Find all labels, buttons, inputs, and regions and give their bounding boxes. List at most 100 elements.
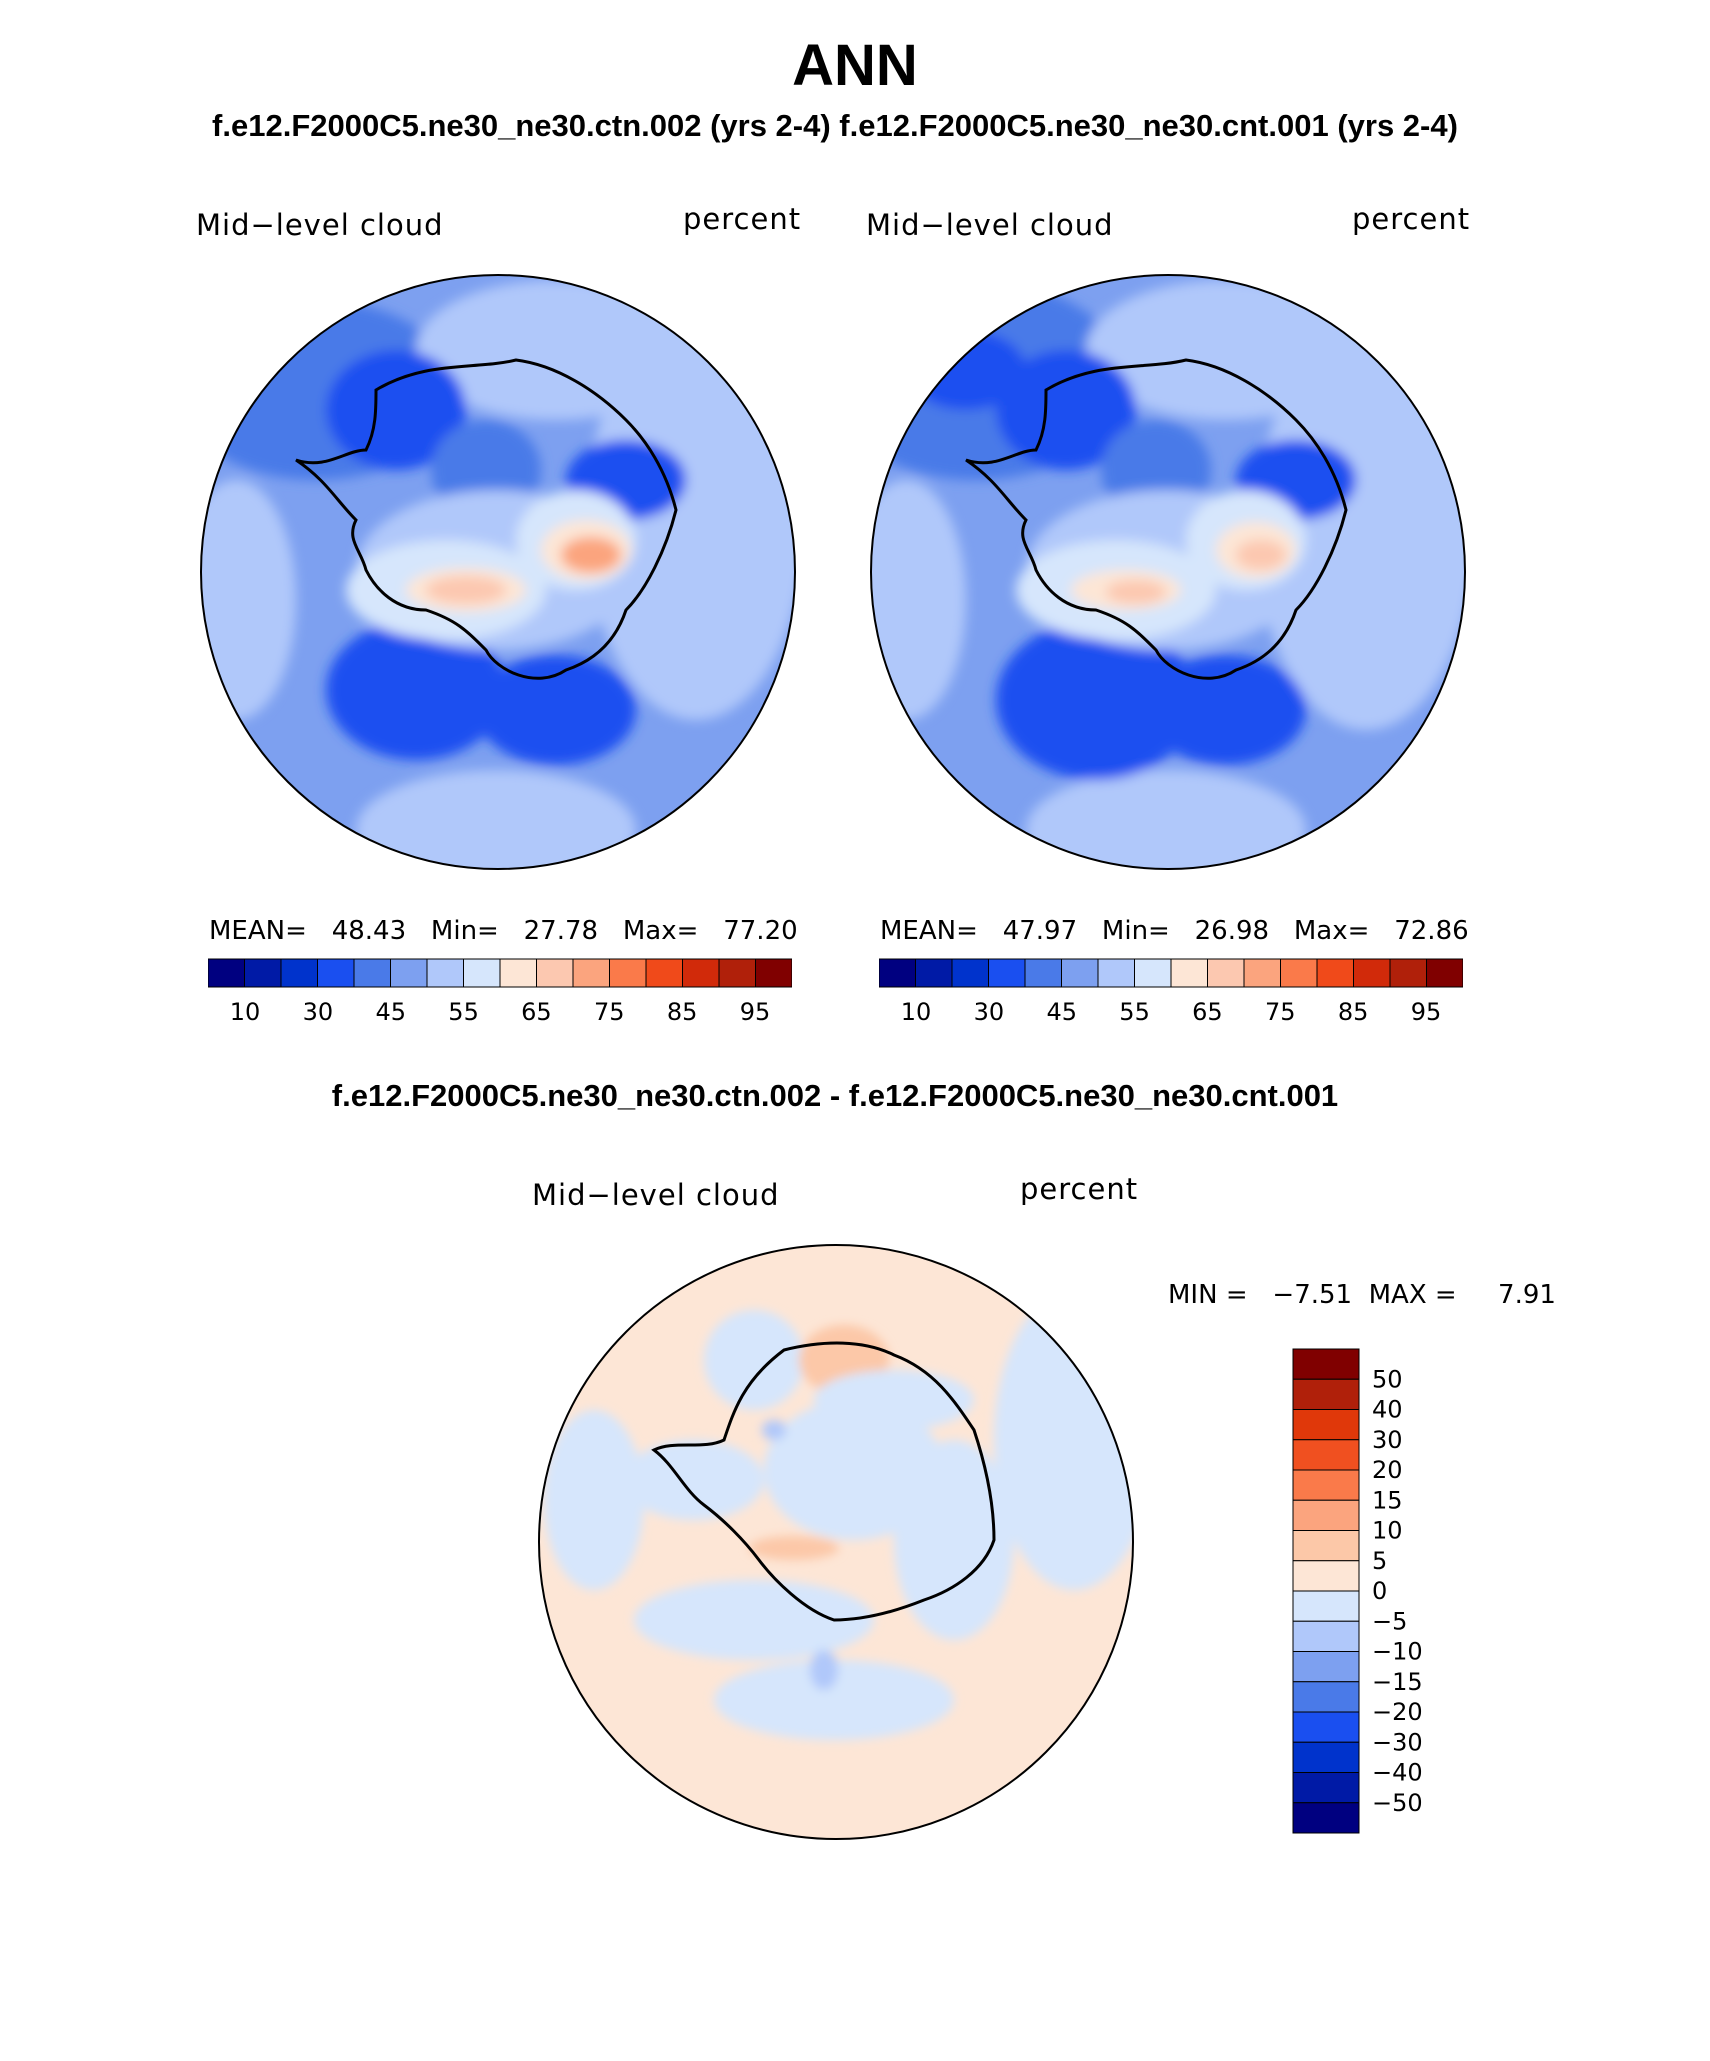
panel2-stats: MEAN= 47.97 Min= 26.98 Max= 72.86: [880, 916, 1469, 946]
panel1-colorbar-swatch: [755, 958, 792, 988]
cases-subtitle: f.e12.F2000C5.ne30_ne30.ctn.002 (yrs 2-4…: [212, 108, 1458, 143]
panel2-max-label: Max=: [1293, 916, 1370, 946]
panel2-colorbar-tick-label: 55: [1119, 998, 1150, 1026]
difference-min-label: MIN =: [1168, 1280, 1248, 1310]
panel1-cloud-field: [201, 275, 795, 869]
panel1-polar-map: [200, 274, 796, 870]
panel1-variable-label: Mid−level cloud: [196, 208, 444, 242]
panel1-colorbar-swatch: [244, 958, 282, 988]
season-title: ANN: [792, 33, 918, 98]
panel2-colorbar-swatch: [1389, 958, 1427, 988]
panel2-colorbar-swatch: [1280, 958, 1318, 988]
panel1-mean-value: 48.43: [331, 916, 407, 946]
difference-colorbar-swatch: [1292, 1469, 1360, 1501]
panel2-min-label: Min=: [1101, 916, 1170, 946]
panel1-colorbar-swatch: [390, 958, 428, 988]
difference-field: [539, 1245, 1133, 1839]
panel1-colorbar-swatch: [536, 958, 574, 988]
panel1-colorbar-swatch: [280, 958, 318, 988]
panel2-max-value: 72.86: [1394, 916, 1469, 946]
difference-colorbar-swatch: [1292, 1741, 1360, 1773]
difference-colorbar-swatch: [1292, 1802, 1360, 1834]
panel1-colorbar-tick-label: 65: [521, 998, 552, 1026]
panel2-colorbar-tick-label: 85: [1338, 998, 1369, 1026]
panel2-colorbar-swatch: [988, 958, 1026, 988]
difference-colorbar-tick-label: −15: [1372, 1668, 1423, 1696]
panel2-colorbar-tick-label: 75: [1265, 998, 1296, 1026]
panel1-colorbar-swatch: [682, 958, 720, 988]
difference-minmax: MIN = −7.51 MAX = 7.91: [1168, 1280, 1556, 1310]
difference-max-label: MAX =: [1368, 1280, 1457, 1310]
difference-colorbar-swatch: [1292, 1409, 1360, 1441]
panel2-colorbar-tick-label: 10: [901, 998, 932, 1026]
panel1-mean-label: MEAN=: [209, 916, 307, 946]
panel2-colorbar-swatch: [879, 958, 916, 988]
panel2-colorbar-swatch: [1134, 958, 1172, 988]
difference-colorbar-tick-label: 15: [1372, 1486, 1403, 1514]
difference-colorbar-swatch: [1292, 1439, 1360, 1471]
panel2-colorbar-swatch: [1207, 958, 1245, 988]
difference-polar-map: [538, 1244, 1134, 1840]
difference-variable-label: Mid−level cloud: [532, 1178, 780, 1212]
difference-colorbar-swatch: [1292, 1560, 1360, 1592]
difference-colorbar-tick-label: −5: [1372, 1607, 1407, 1635]
panel1-stats: MEAN= 48.43 Min= 27.78 Max= 77.20: [209, 916, 798, 946]
panel2-colorbar-swatch: [1426, 958, 1463, 988]
difference-colorbar-tick-label: 10: [1372, 1517, 1403, 1545]
difference-colorbar-swatch: [1292, 1772, 1360, 1804]
difference-colorbar-tick-label: 30: [1372, 1426, 1403, 1454]
difference-colorbar-tick-label: 5: [1372, 1547, 1387, 1575]
difference-colorbar-swatch: [1292, 1681, 1360, 1713]
panel2-colorbar: 10 30 45 55 65 75 85 95: [879, 958, 1463, 1026]
panel1-colorbar-tick-label: 45: [375, 998, 406, 1026]
difference-max-value: 7.91: [1498, 1280, 1556, 1310]
panel2-colorbar-swatch: [1024, 958, 1062, 988]
panel1-colorbar-tick-label: 75: [594, 998, 625, 1026]
panel1-colorbar-swatch: [572, 958, 610, 988]
difference-title: f.e12.F2000C5.ne30_ne30.ctn.002 - f.e12.…: [331, 1078, 1339, 1113]
panel2-units-label: percent: [1352, 202, 1471, 236]
difference-colorbar-tick-label: 50: [1372, 1365, 1403, 1393]
panel2-min-value: 26.98: [1194, 916, 1270, 946]
panel1-colorbar: 10 30 45 55 65 75 85 95: [208, 958, 792, 1026]
panel2-cloud-field: [871, 275, 1465, 869]
panel2-mean-value: 47.97: [1002, 916, 1078, 946]
panel2-colorbar-tick-label: 45: [1046, 998, 1077, 1026]
difference-min-value: −7.51: [1272, 1280, 1353, 1310]
panel2-colorbar-swatch: [1061, 958, 1099, 988]
difference-units-label: percent: [1020, 1172, 1139, 1206]
difference-colorbar-swatch: [1292, 1378, 1360, 1410]
panel1-colorbar-swatch: [499, 958, 537, 988]
difference-colorbar-swatch: [1292, 1590, 1360, 1622]
panel2-colorbar-swatch: [1316, 958, 1354, 988]
difference-colorbar-tick-label: 0: [1372, 1577, 1387, 1605]
panel1-colorbar-tick-label: 85: [667, 998, 698, 1026]
panel2-colorbar-swatch: [951, 958, 989, 988]
difference-colorbar-swatch: [1292, 1499, 1360, 1531]
panel2-colorbar-tick-label: 95: [1411, 998, 1442, 1026]
panel2-polar-map: [870, 274, 1466, 870]
panel2-variable-label: Mid−level cloud: [866, 208, 1114, 242]
panel2-colorbar-swatch: [915, 958, 953, 988]
difference-colorbar-swatch: [1292, 1348, 1360, 1380]
panel1-colorbar-swatch: [463, 958, 501, 988]
difference-colorbar-tick-label: −30: [1372, 1728, 1423, 1756]
panel1-units-label: percent: [683, 202, 802, 236]
panel2-colorbar-swatch: [1353, 958, 1391, 988]
difference-colorbar-swatch: [1292, 1651, 1360, 1683]
panel2-colorbar-swatch: [1170, 958, 1208, 988]
difference-colorbar-swatch: [1292, 1530, 1360, 1562]
difference-colorbar-tick-label: 20: [1372, 1456, 1403, 1484]
difference-colorbar-tick-label: −40: [1372, 1759, 1423, 1787]
panel1-colorbar-tick-label: 30: [303, 998, 334, 1026]
panel1-max-label: Max=: [622, 916, 699, 946]
panel1-min-label: Min=: [430, 916, 499, 946]
panel1-max-value: 77.20: [723, 916, 798, 946]
panel1-colorbar-swatch: [208, 958, 245, 988]
difference-colorbar-tick-label: −20: [1372, 1698, 1423, 1726]
panel1-min-value: 27.78: [523, 916, 599, 946]
difference-colorbar-tick-label: 40: [1372, 1396, 1403, 1424]
panel1-colorbar-swatch: [645, 958, 683, 988]
panel1-colorbar-swatch: [317, 958, 355, 988]
panel1-colorbar-swatch: [718, 958, 756, 988]
